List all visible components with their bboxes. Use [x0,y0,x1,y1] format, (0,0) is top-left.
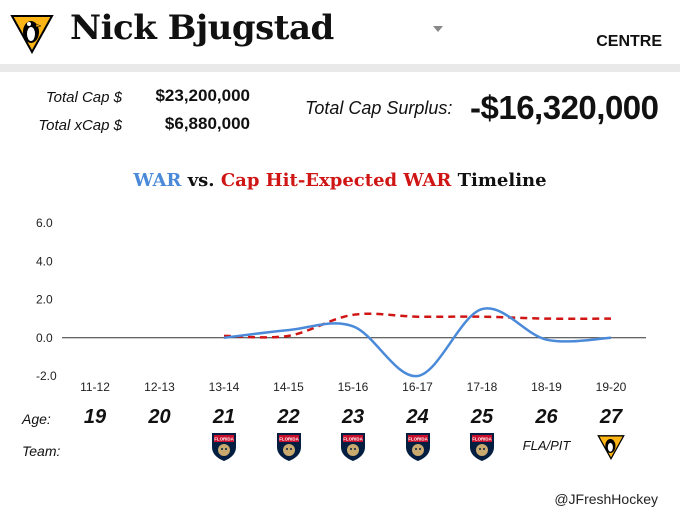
x-tick-label: 13-14 [209,380,240,394]
total-cap-value: $23,200,000 [155,86,250,105]
team-empty-cell [130,432,190,462]
x-tick-label: 15-16 [338,380,369,394]
cap-surplus-value: -$16,320,000 [470,89,659,126]
cap-surplus-label: Total Cap Surplus: [305,98,453,118]
age-value: 24 [406,406,429,428]
svg-text:FLORIDA: FLORIDA [472,437,492,442]
penguins-team-logo-icon [581,432,641,462]
total-cap-label: Total Cap $ [45,89,122,106]
team-text-label: FLA/PIT [522,438,571,453]
chart-title-timeline: Timeline [457,170,547,191]
y-tick-label: 0.0 [36,331,53,345]
age-value: 27 [599,406,623,428]
svg-text:FLORIDA: FLORIDA [214,437,234,442]
panthers-logo-icon: FLORIDA [194,432,254,462]
svg-text:FLORIDA: FLORIDA [408,437,428,442]
age-value: 20 [148,406,171,428]
age-value: 23 [341,406,365,428]
player-name: Nick Bjugstad [70,8,334,48]
war-series-line [223,307,612,378]
player-position: CENTRE [596,33,662,50]
total-xcap-value: $6,880,000 [164,114,250,133]
header: Nick Bjugstad CENTRE [0,0,680,64]
x-tick-label: 19-20 [596,380,627,394]
header-divider [0,64,680,72]
war-timeline-chart: 6.0 4.0 2.0 0.0 -2.0 11-12 12-13 13-14 14-15 15-1… [36,216,646,394]
y-tick-label: -2.0 [36,369,57,383]
panthers-logo-icon: FLORIDA [259,432,319,462]
x-tick-label: 16-17 [402,380,433,394]
expected-war-series-line [223,312,612,339]
y-tick-label: 2.0 [36,293,53,307]
age-value: 25 [470,406,494,428]
team-text: FLA/PIT [517,432,577,462]
chart-title: WAR vs. Cap Hit-Expected WAR Timeline [0,170,680,191]
penguins-logo-icon [10,15,54,54]
chart-title-vs: vs. [187,170,215,191]
player-dropdown-caret-icon[interactable] [433,26,443,32]
x-tick-label: 12-13 [144,380,175,394]
x-tick-label: 18-19 [531,380,562,394]
age-value: 21 [212,406,236,428]
y-tick-label: 6.0 [36,216,53,230]
age-value: 22 [277,406,300,428]
x-tick-label: 17-18 [467,380,498,394]
age-value: 19 [83,406,107,428]
panthers-logo-icon: FLORIDA [323,432,383,462]
panthers-logo-icon: FLORIDA [452,432,512,462]
age-row-label: Age: [22,411,51,427]
panthers-logo-icon: FLORIDA [388,432,448,462]
total-xcap-label: Total xCap $ [38,117,122,134]
credit-handle: @JFreshHockey [554,491,658,507]
x-tick-label: 14-15 [273,380,304,394]
svg-text:FLORIDA: FLORIDA [279,437,299,442]
chart-title-expected: Cap Hit-Expected WAR [220,170,452,191]
y-tick-label: 4.0 [36,254,53,268]
team-empty-cell [65,432,125,462]
svg-text:FLORIDA: FLORIDA [343,437,363,442]
chart-title-war: WAR [133,170,182,191]
age-value: 26 [535,406,558,428]
x-tick-label: 11-12 [80,380,110,394]
team-row-label: Team: [22,443,61,459]
